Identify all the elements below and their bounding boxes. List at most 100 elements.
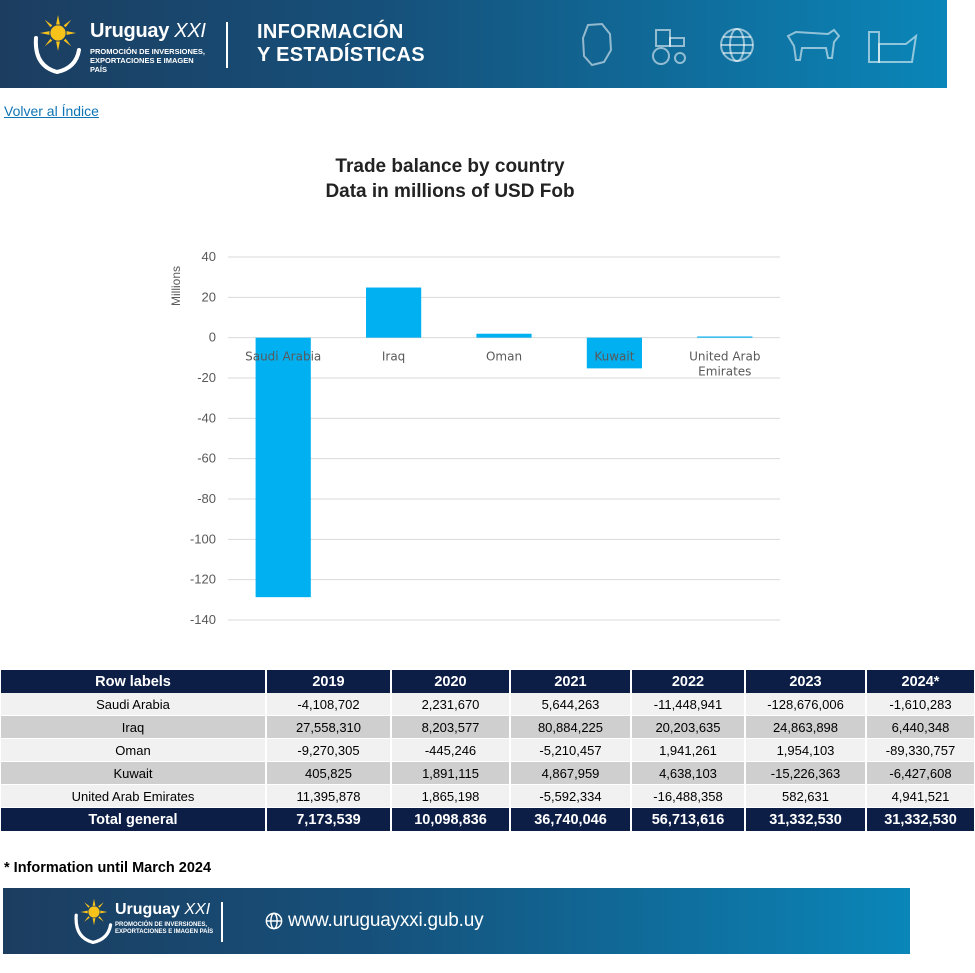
y-tick-label: -100 — [190, 531, 216, 546]
total-cell: 7,173,539 — [266, 807, 392, 831]
table-cell: -9,270,305 — [266, 738, 392, 762]
section-title: INFORMACIÓN Y ESTADÍSTICAS — [257, 21, 425, 66]
table-body: Saudi Arabia -4,108,702 2,231,670 5,644,263… — [1, 693, 974, 808]
table-row: Kuwait 405,825 1,891,115 4,867,959 4,638,103… — [1, 761, 974, 785]
table-cell: 24,863,898 — [745, 715, 867, 739]
table-cell: 4,941,521 — [866, 784, 974, 808]
footer-banner: Uruguay XXI PROMOCIÓN DE INVERSIONES, EX… — [3, 888, 910, 954]
row-label: Saudi Arabia — [1, 693, 267, 716]
sun-logo-icon — [39, 14, 77, 52]
table-cell: -5,592,334 — [510, 784, 632, 808]
factory-icon — [868, 31, 918, 63]
row-label: Oman — [1, 738, 267, 762]
total-cell: 56,713,616 — [631, 807, 746, 831]
table-cell: 4,867,959 — [510, 761, 632, 785]
column-header: 2021 — [510, 670, 632, 693]
bar-1 — [366, 287, 422, 338]
table-cell: -89,330,757 — [866, 738, 974, 762]
sun-logo-icon — [80, 898, 108, 926]
tractor-icon — [652, 29, 686, 65]
table-cell: 582,631 — [745, 784, 867, 808]
table-cell: -11,448,941 — [631, 693, 746, 716]
table-cell: 80,884,225 — [510, 715, 632, 739]
y-tick-label: 20 — [202, 289, 216, 304]
table-row: Oman -9,270,305 -445,246 -5,210,457 1,941,26… — [1, 738, 974, 762]
row-label: Kuwait — [1, 761, 267, 785]
category-label: Kuwait — [594, 350, 634, 364]
total-cell: 36,740,046 — [510, 807, 632, 831]
bar-0 — [255, 337, 311, 598]
table-cell: 6,440,348 — [866, 715, 974, 739]
table-cell: -445,246 — [391, 738, 511, 762]
y-tick-label: -20 — [197, 370, 216, 385]
globe-icon — [265, 912, 283, 930]
header-banner: Uruguay XXI PROMOCIÓN DE INVERSIONES, EX… — [0, 0, 947, 88]
table-cell: 1,954,103 — [745, 738, 867, 762]
column-header: 2020 — [391, 670, 511, 693]
table-cell: 8,203,577 — [391, 715, 511, 739]
table-cell: -128,676,006 — [745, 693, 867, 716]
table-cell: -4,108,702 — [266, 693, 392, 716]
table-cell: 20,203,635 — [631, 715, 746, 739]
bar-2 — [476, 333, 532, 338]
table-row: Saudi Arabia -4,108,702 2,231,670 5,644,263… — [1, 693, 974, 716]
bar-3 — [586, 337, 642, 369]
trade-balance-chart: 40 20 0 -20 -40 -60 -80 -100 -120 -140 Saudi Arab… — [169, 249, 780, 627]
table-cell: -5,210,457 — [510, 738, 632, 762]
y-tick-label: -80 — [197, 491, 216, 506]
row-label: Iraq — [1, 715, 267, 739]
table-cell: 27,558,310 — [266, 715, 392, 739]
column-header: Row labels — [1, 670, 267, 693]
y-axis-title: Millions — [169, 266, 183, 306]
table-cell: 405,825 — [266, 761, 392, 785]
bars — [255, 287, 753, 598]
category-label: Saudi Arabia — [245, 350, 321, 364]
uruguay-map-icon — [581, 22, 613, 67]
total-label: Total general — [1, 807, 267, 831]
arc-logo-icon — [74, 913, 113, 945]
row-label: United Arab Emirates — [1, 784, 267, 808]
table-cell: -16,488,358 — [631, 784, 746, 808]
y-tick-label: -60 — [197, 451, 216, 466]
chart-subtitle: Data in millions of USD Fob — [325, 181, 575, 202]
back-to-index-link[interactable]: Volver al Índice — [4, 103, 99, 119]
footer-brand-name: Uruguay XXI — [115, 901, 211, 918]
footer-website-link[interactable]: www.uruguayxxi.gub.uy — [288, 910, 484, 931]
header-divider — [226, 22, 228, 68]
table-cell: 11,395,878 — [266, 784, 392, 808]
category-label: Iraq — [382, 350, 405, 364]
trade-balance-table: Row labels 2019 2020 2021 2022 2023 2024* Saud… — [1, 670, 974, 831]
table-total-row: Total general 7,173,539 10,098,836 36,740,0… — [1, 807, 974, 831]
chart-title-block: Trade balance by country Data in million… — [0, 154, 900, 204]
bar-4 — [697, 336, 753, 338]
y-tick-label: -40 — [197, 410, 216, 425]
brand-subtitle: PROMOCIÓN DE INVERSIONES, EXPORTACIONES … — [90, 47, 206, 74]
table-cell: 1,865,198 — [391, 784, 511, 808]
y-tick-label: 40 — [202, 249, 216, 264]
footer-brand-subtitle: PROMOCIÓN DE INVERSIONES, EXPORTACIONES … — [115, 922, 214, 935]
column-header: 2019 — [266, 670, 392, 693]
category-label: Oman — [486, 350, 522, 364]
y-tick-label: 0 — [209, 330, 216, 345]
table-cell: 4,638,103 — [631, 761, 746, 785]
chart-title: Trade balance by country — [335, 156, 565, 177]
globe-icon — [720, 28, 754, 62]
column-header: 2023 — [745, 670, 867, 693]
footer-divider — [221, 902, 223, 942]
table-cell: 2,231,670 — [391, 693, 511, 716]
table-cell: 1,891,115 — [391, 761, 511, 785]
table-cell: 1,941,261 — [631, 738, 746, 762]
footnote: * Information until March 2024 — [4, 860, 212, 876]
table-row: Iraq 27,558,310 8,203,577 80,884,225 20,203,… — [1, 715, 974, 739]
table-header-row: Row labels 2019 2020 2021 2022 2023 2024* — [1, 670, 974, 693]
y-tick-label: -140 — [190, 612, 216, 627]
total-cell: 31,332,530 — [866, 807, 974, 831]
total-cell: 31,332,530 — [745, 807, 867, 831]
table-cell: -15,226,363 — [745, 761, 867, 785]
table-cell: -1,610,283 — [866, 693, 974, 716]
column-header: 2024* — [866, 670, 974, 693]
gridlines — [228, 256, 780, 621]
category-label: United Arab Emirates — [689, 350, 760, 379]
y-tick-label: -120 — [190, 572, 216, 587]
category-labels: Saudi Arabia Iraq Oman Kuwait United Arab Emi… — [245, 350, 760, 379]
